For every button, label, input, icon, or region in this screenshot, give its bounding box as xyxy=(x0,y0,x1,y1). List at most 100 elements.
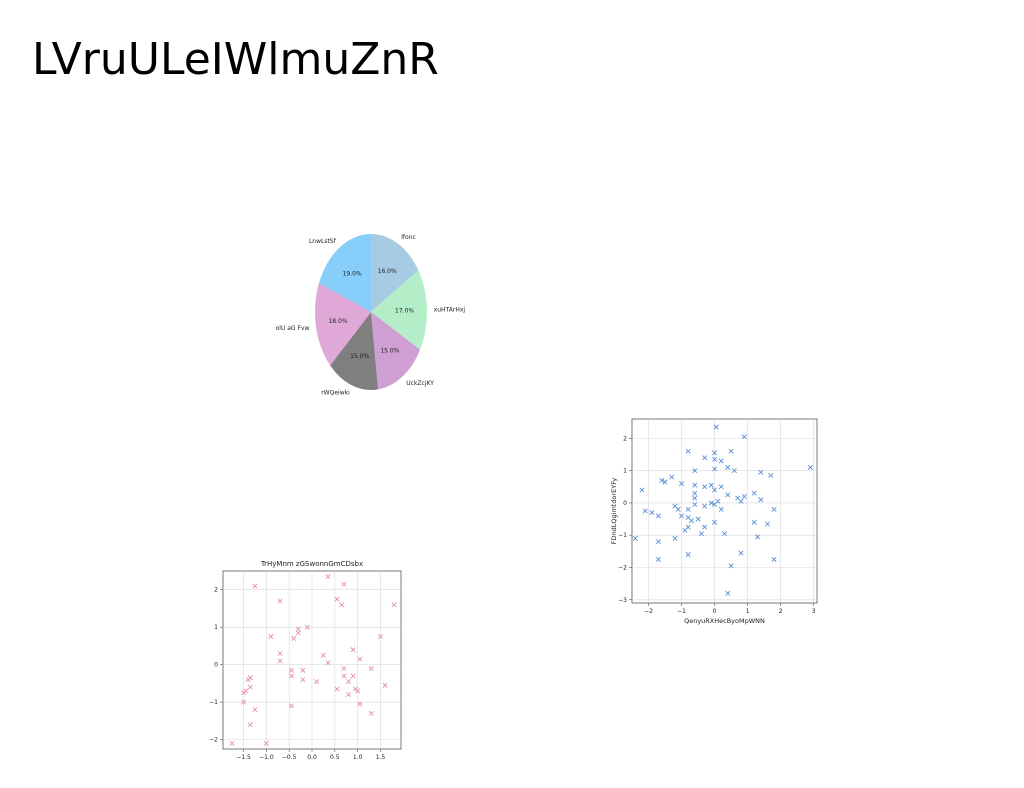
pie-slice xyxy=(371,234,419,312)
scatter-point xyxy=(288,667,294,673)
y-tick-label: −2 xyxy=(618,564,627,571)
scatter-point xyxy=(655,556,661,562)
pie-category-label: LnwLstSf xyxy=(309,238,337,245)
y-tick-label: −1 xyxy=(209,699,218,706)
scatter-point xyxy=(712,466,718,472)
scatter-point xyxy=(672,535,678,541)
scatter-point xyxy=(382,682,388,688)
pie-category-label: rWQeiwki xyxy=(321,390,350,397)
y-tick-label: 1 xyxy=(214,624,218,631)
scatter-point xyxy=(758,497,764,503)
x-tick-label: 2 xyxy=(779,608,783,615)
pie-slice xyxy=(330,312,379,390)
scatter-point xyxy=(675,506,681,512)
scatter-point xyxy=(391,602,397,608)
scatter-point xyxy=(252,583,258,589)
scatter-point xyxy=(712,456,718,462)
x-tick-label: 0.5 xyxy=(330,754,340,761)
scatter-point xyxy=(692,482,698,488)
scatter-point xyxy=(277,658,283,664)
pie-slice xyxy=(315,283,371,366)
plot-area xyxy=(631,418,818,604)
x-tick-label: −1.5 xyxy=(236,754,251,761)
scatter-point xyxy=(655,513,661,519)
x-tick-label: 3 xyxy=(812,608,816,615)
scatter-point xyxy=(758,469,764,475)
scatter-point xyxy=(755,534,761,540)
scatter-point xyxy=(350,647,356,653)
scatter-point xyxy=(738,498,744,504)
scatter-point xyxy=(685,552,691,558)
scatter-point xyxy=(685,524,691,530)
scatter-point xyxy=(702,484,708,490)
scatter-point xyxy=(649,510,655,516)
scatter-point xyxy=(357,701,363,707)
scatter-point xyxy=(712,487,718,493)
scatter-point xyxy=(345,692,352,698)
pie-value-label: 15.0% xyxy=(380,348,399,355)
scatter-point xyxy=(325,574,331,580)
y-tick-label: 1 xyxy=(623,468,627,475)
scatter-point xyxy=(751,519,757,525)
chart-title: TrHyMnm zGSwonnGmCDsbx xyxy=(260,560,363,568)
scatter-point xyxy=(728,563,734,569)
scatter-point xyxy=(350,673,356,679)
x-tick-label: 0 xyxy=(713,608,717,615)
scatter-point xyxy=(712,450,718,456)
scatter-point xyxy=(662,479,668,485)
scatter-point xyxy=(768,472,774,479)
scatter-point xyxy=(679,481,685,487)
x-tick-label: −1.0 xyxy=(259,754,274,761)
scatter-point xyxy=(368,710,374,716)
scatter-point xyxy=(695,516,701,522)
scatter-point xyxy=(229,740,235,746)
scatter-point xyxy=(357,656,363,662)
y-tick-label: 2 xyxy=(214,587,218,594)
x-tick-label: −0.5 xyxy=(282,754,297,761)
scatter-point xyxy=(764,521,770,527)
scatter-point xyxy=(639,487,645,493)
pie-category-label: lfonc xyxy=(401,234,416,241)
scatter-point xyxy=(728,448,734,454)
y-tick-label: −3 xyxy=(618,597,627,604)
scatter-point xyxy=(241,699,247,705)
scatter-point xyxy=(300,677,306,683)
scatter-point xyxy=(268,634,274,640)
x-tick-label: −2 xyxy=(644,608,653,615)
scatter-point xyxy=(252,707,258,713)
scatter-chart-pink: −1.5 −1.0 −0.5 0.0 0.5 1.0 1.5 −2 −1 0 1 2 TrHyMnm z… xyxy=(209,560,402,761)
scatter-point xyxy=(685,448,691,454)
scatter-point xyxy=(692,495,698,501)
scatter-point xyxy=(692,468,698,474)
pie-value-label: 17.0% xyxy=(395,308,414,315)
scatter-point xyxy=(679,513,685,519)
scatter-point xyxy=(725,590,731,596)
scatter-point xyxy=(751,490,757,496)
scatter-point xyxy=(320,652,326,658)
scatter-point xyxy=(339,602,345,608)
scatter-point xyxy=(352,686,358,692)
x-tick-label: 1.5 xyxy=(376,754,386,761)
scatter-point xyxy=(304,624,310,630)
x-tick-label: 0.0 xyxy=(307,754,317,761)
scatter-point xyxy=(708,500,714,506)
pie-value-label: 19.0% xyxy=(343,270,362,277)
scatter-point xyxy=(345,679,352,685)
scatter-point xyxy=(702,503,708,509)
page-title: LVruULeIWlmuZnR xyxy=(32,34,439,85)
scatter-point xyxy=(632,535,638,541)
scatter-point xyxy=(718,458,724,464)
scatter-point xyxy=(771,506,777,512)
scatter-point xyxy=(288,673,294,679)
scatter-point xyxy=(669,474,675,480)
scatter-point xyxy=(713,424,719,430)
scatter-point xyxy=(341,673,347,679)
pie-slice xyxy=(371,312,421,390)
scatter-point xyxy=(368,665,374,671)
scatter-point xyxy=(741,493,747,499)
scatter-point xyxy=(241,690,247,696)
scatter-point xyxy=(688,518,694,524)
scatter-point xyxy=(341,665,347,671)
scatter-point xyxy=(741,434,747,440)
scatter-point xyxy=(771,556,777,562)
